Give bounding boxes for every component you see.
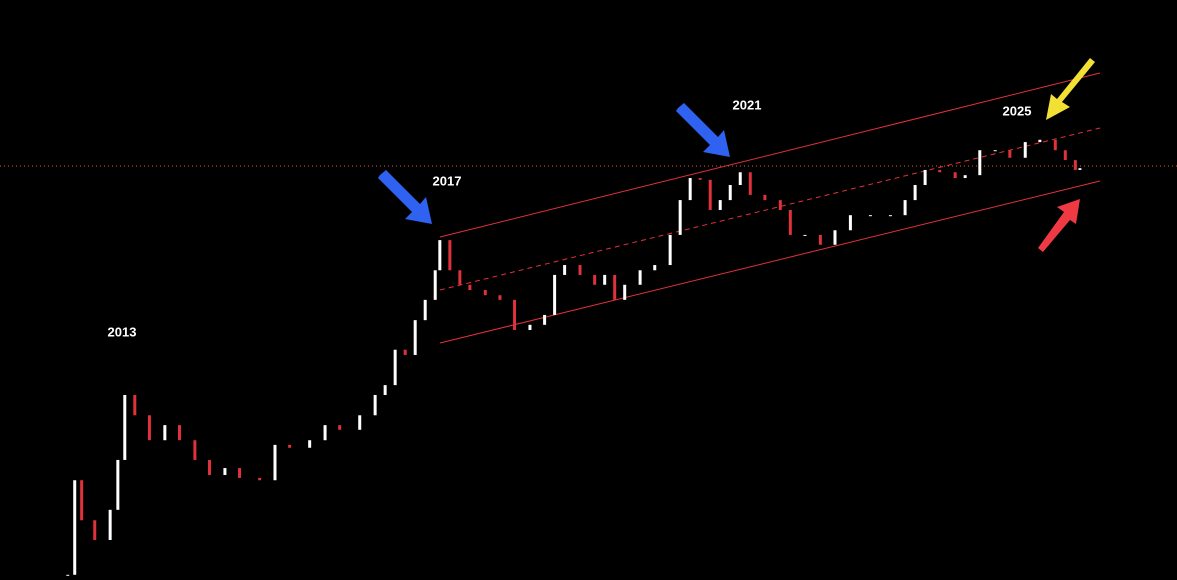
candle [848,215,852,231]
candle [1078,168,1082,170]
candle [66,574,70,576]
candle [308,440,312,448]
candle [80,480,84,521]
candle [738,172,742,186]
candle [288,444,292,448]
candle [483,290,487,296]
candle [403,349,407,355]
candle [1053,139,1057,151]
candle [133,394,137,416]
channel-middle [439,127,1101,291]
candle [668,234,672,266]
annotation: 2021 [733,97,762,112]
candle [788,209,792,235]
candles [66,139,1082,576]
candle [688,178,692,201]
candle [778,200,782,210]
candle [498,295,502,300]
candle [1038,139,1042,143]
candle [623,284,627,300]
candle [458,270,462,285]
candle [433,270,437,300]
candle [1008,150,1012,158]
candle [698,178,702,180]
candle [208,459,212,476]
candle [923,169,927,186]
candle [358,415,362,430]
candle [383,385,387,395]
candle [708,179,712,210]
candle [638,270,642,285]
candle [553,274,557,315]
candle [953,172,957,179]
channel-lower [439,180,1101,344]
candle [177,425,181,441]
candle [978,150,982,176]
candle [193,440,197,460]
candle [123,394,127,460]
candle [1063,150,1067,161]
candle [803,234,807,236]
candle [963,175,967,179]
candle [108,509,112,540]
candle [593,274,597,285]
candle [888,215,892,217]
candle [163,425,167,441]
candle [563,265,567,275]
candle [93,520,97,540]
arrow [676,103,730,157]
arrow [378,170,432,224]
candle [338,425,342,430]
candle [258,477,262,481]
candle [73,480,77,575]
candle [116,459,120,510]
candle [438,240,442,271]
candle [1023,142,1027,158]
candle [223,468,227,476]
candle [818,234,822,245]
arrow [1046,58,1095,120]
candle [603,274,607,285]
candle [413,320,417,355]
candle [903,200,907,216]
annotation: 2013 [108,324,137,339]
candle [868,215,872,217]
annotation: 2025 [1003,103,1032,118]
candle [613,274,617,300]
candle [653,265,657,271]
candle [578,265,582,275]
candle [728,185,732,201]
candle [993,150,997,152]
candle [513,299,517,331]
candle [748,172,752,195]
candle [423,299,427,321]
candle [763,194,767,201]
candle [938,169,942,173]
candle [528,324,532,331]
candle [273,444,277,481]
arrow [1038,199,1080,252]
candle [238,468,242,478]
candle [323,425,327,441]
candle [913,185,917,201]
annotation: 2017 [433,173,462,188]
channel-upper [439,72,1101,238]
candle [678,200,682,235]
candle [448,240,452,271]
candle [543,314,547,325]
candle [468,284,472,290]
candle [147,415,151,441]
candle [373,394,377,416]
candle [833,230,837,245]
candle [1073,160,1077,170]
candle [718,200,722,210]
candle [393,349,397,386]
